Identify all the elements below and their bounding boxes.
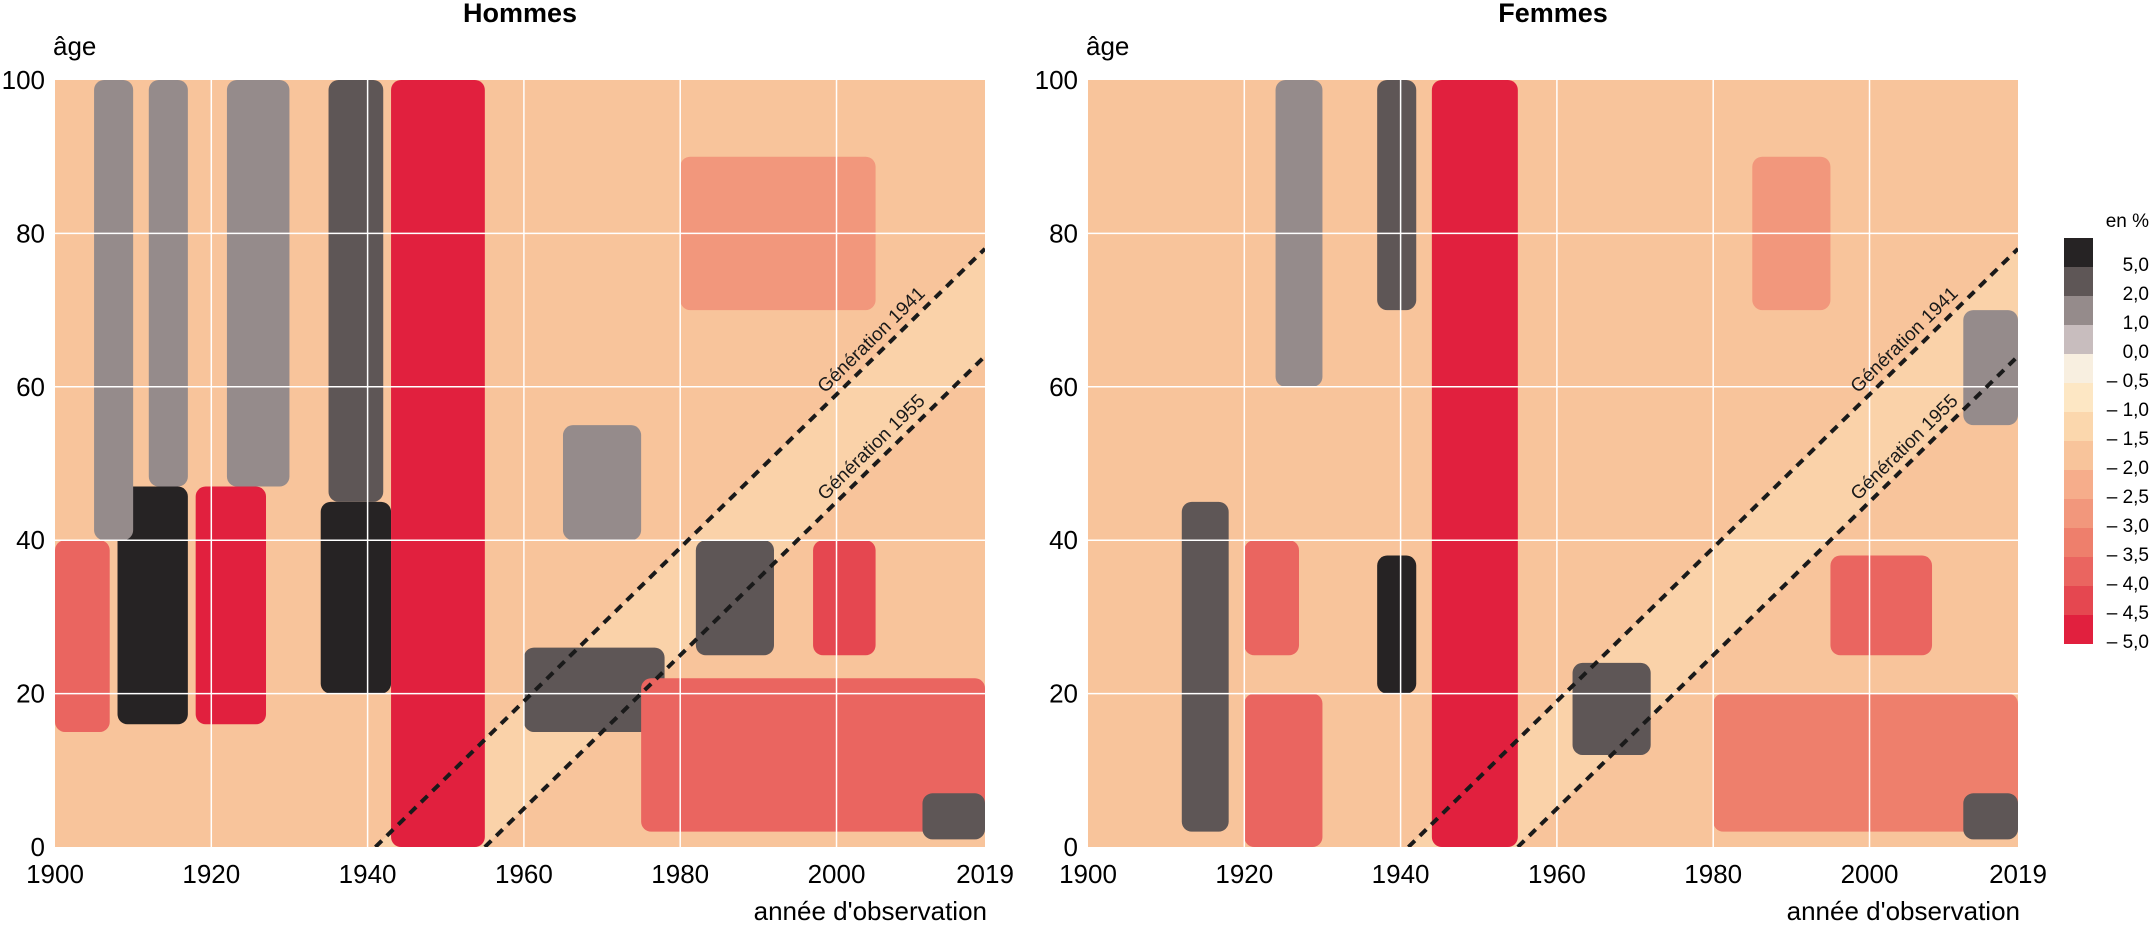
heatmap-cell <box>226 80 290 487</box>
y-tick-label: 0 <box>1064 832 1078 862</box>
legend-label: 2,0 <box>2123 284 2149 305</box>
x-tick-label: 1940 <box>339 859 397 889</box>
heatmap-cell <box>320 501 392 694</box>
legend-swatch <box>2064 238 2093 267</box>
y-tick-label: 0 <box>31 832 45 862</box>
legend-label: – 2,0 <box>2107 458 2149 479</box>
heatmap-cell <box>523 647 665 732</box>
y-tick-label: 20 <box>16 679 45 709</box>
legend-swatch <box>2064 383 2093 412</box>
legend-title: en % <box>2106 211 2149 232</box>
y-tick-label: 80 <box>16 218 45 248</box>
y-tick-label: 20 <box>1049 679 1078 709</box>
x-tick-label: 1960 <box>495 859 553 889</box>
x-tick-label: 1980 <box>651 859 709 889</box>
legend-swatch <box>2064 499 2093 528</box>
x-tick-label: 2000 <box>1841 859 1899 889</box>
x-tick-label: 2019 <box>1989 859 2047 889</box>
legend-label: – 0,5 <box>2107 371 2149 392</box>
heatmap-cell <box>55 540 110 732</box>
heatmap-cell <box>1830 555 1933 656</box>
heatmap-cell <box>1572 662 1651 755</box>
heatmap-cell <box>391 80 485 847</box>
heatmap-cell <box>1377 555 1417 694</box>
y-tick-label: 80 <box>1049 218 1078 248</box>
heatmap-cell <box>1377 80 1417 311</box>
heatmap-cell <box>813 540 876 656</box>
heatmap-cell <box>1244 540 1300 656</box>
legend-swatch <box>2064 528 2093 557</box>
cohort-line-1941 <box>374 247 985 847</box>
y-tick-label: 40 <box>16 525 45 555</box>
legend-swatch <box>2064 441 2093 470</box>
grid-lines <box>1088 80 2018 847</box>
heatmap-cell <box>1963 793 2018 840</box>
legend-swatch <box>2064 296 2093 325</box>
legend-label: – 4,0 <box>2107 574 2149 595</box>
legend-swatch <box>2064 325 2093 354</box>
legend-label: – 1,5 <box>2107 429 2149 450</box>
heatmap-cell <box>1963 310 2018 426</box>
x-axis-label: année d'observation <box>1787 896 2020 926</box>
cohort-line-1941 <box>1407 247 2018 847</box>
heatmap-cell <box>562 425 642 541</box>
legend-swatch <box>2064 354 2093 383</box>
x-tick-label: 1900 <box>26 859 84 889</box>
grid-lines <box>55 80 985 847</box>
legend-label: – 3,0 <box>2107 516 2149 537</box>
heatmap-cell <box>922 793 985 840</box>
legend-label: 0,0 <box>2123 342 2149 363</box>
cohort-line-1955 <box>1516 354 2018 847</box>
heatmap-cell <box>148 80 188 487</box>
x-tick-label: 1920 <box>1215 859 1273 889</box>
legend-swatch <box>2064 615 2093 644</box>
legend-swatch <box>2064 557 2093 586</box>
legend-label: – 1,0 <box>2107 400 2149 421</box>
cohort-line-1955 <box>483 354 985 847</box>
heatmap-cell <box>195 486 267 725</box>
legend-swatch <box>2064 586 2093 615</box>
x-tick-label: 1940 <box>1372 859 1430 889</box>
panel-title: Femmes <box>1498 0 1608 28</box>
y-tick-label: 60 <box>1049 372 1078 402</box>
x-tick-label: 1900 <box>1059 859 1117 889</box>
plot-area <box>1088 80 2018 847</box>
legend-label: – 3,5 <box>2107 545 2149 566</box>
legend: en % 5,0 2,0 1,0 0,0 – 0,5 – 1,0 – 1,5 – 2,0 – 2,… <box>2064 211 2149 653</box>
y-axis-label: âge <box>1086 31 1129 61</box>
heatmap-cell <box>117 486 188 725</box>
y-tick-label: 40 <box>1049 525 1078 555</box>
y-axis-label: âge <box>53 31 96 61</box>
legend-label: 1,0 <box>2123 313 2149 334</box>
legend-swatch <box>2064 412 2093 441</box>
legend-label: – 5,0 <box>2107 632 2149 653</box>
legend-label: – 2,5 <box>2107 487 2149 508</box>
heatmap-cell <box>328 80 384 502</box>
x-tick-label: 1980 <box>1684 859 1742 889</box>
y-tick-label: 100 <box>1035 65 1078 95</box>
heatmap-cell <box>1181 501 1229 832</box>
plot-area <box>55 80 985 847</box>
heatmap-cell <box>641 678 985 832</box>
heatmap-cell <box>1713 693 2018 832</box>
legend-label: 5,0 <box>2123 255 2149 276</box>
y-tick-label: 100 <box>2 65 45 95</box>
y-tick-label: 60 <box>16 372 45 402</box>
legend-label: – 4,5 <box>2107 603 2149 624</box>
x-tick-label: 2019 <box>956 859 1014 889</box>
x-tick-label: 1920 <box>182 859 240 889</box>
legend-swatch <box>2064 267 2093 296</box>
x-tick-label: 1960 <box>1528 859 1586 889</box>
x-tick-label: 2000 <box>808 859 866 889</box>
heatmap-cell <box>1244 693 1323 847</box>
x-axis-label: année d'observation <box>754 896 987 926</box>
heatmap-cell <box>94 80 134 541</box>
legend-swatch <box>2064 470 2093 499</box>
heatmap-cell <box>695 540 774 656</box>
panel-title: Hommes <box>463 0 577 28</box>
heatmap-cell <box>1431 80 1518 847</box>
